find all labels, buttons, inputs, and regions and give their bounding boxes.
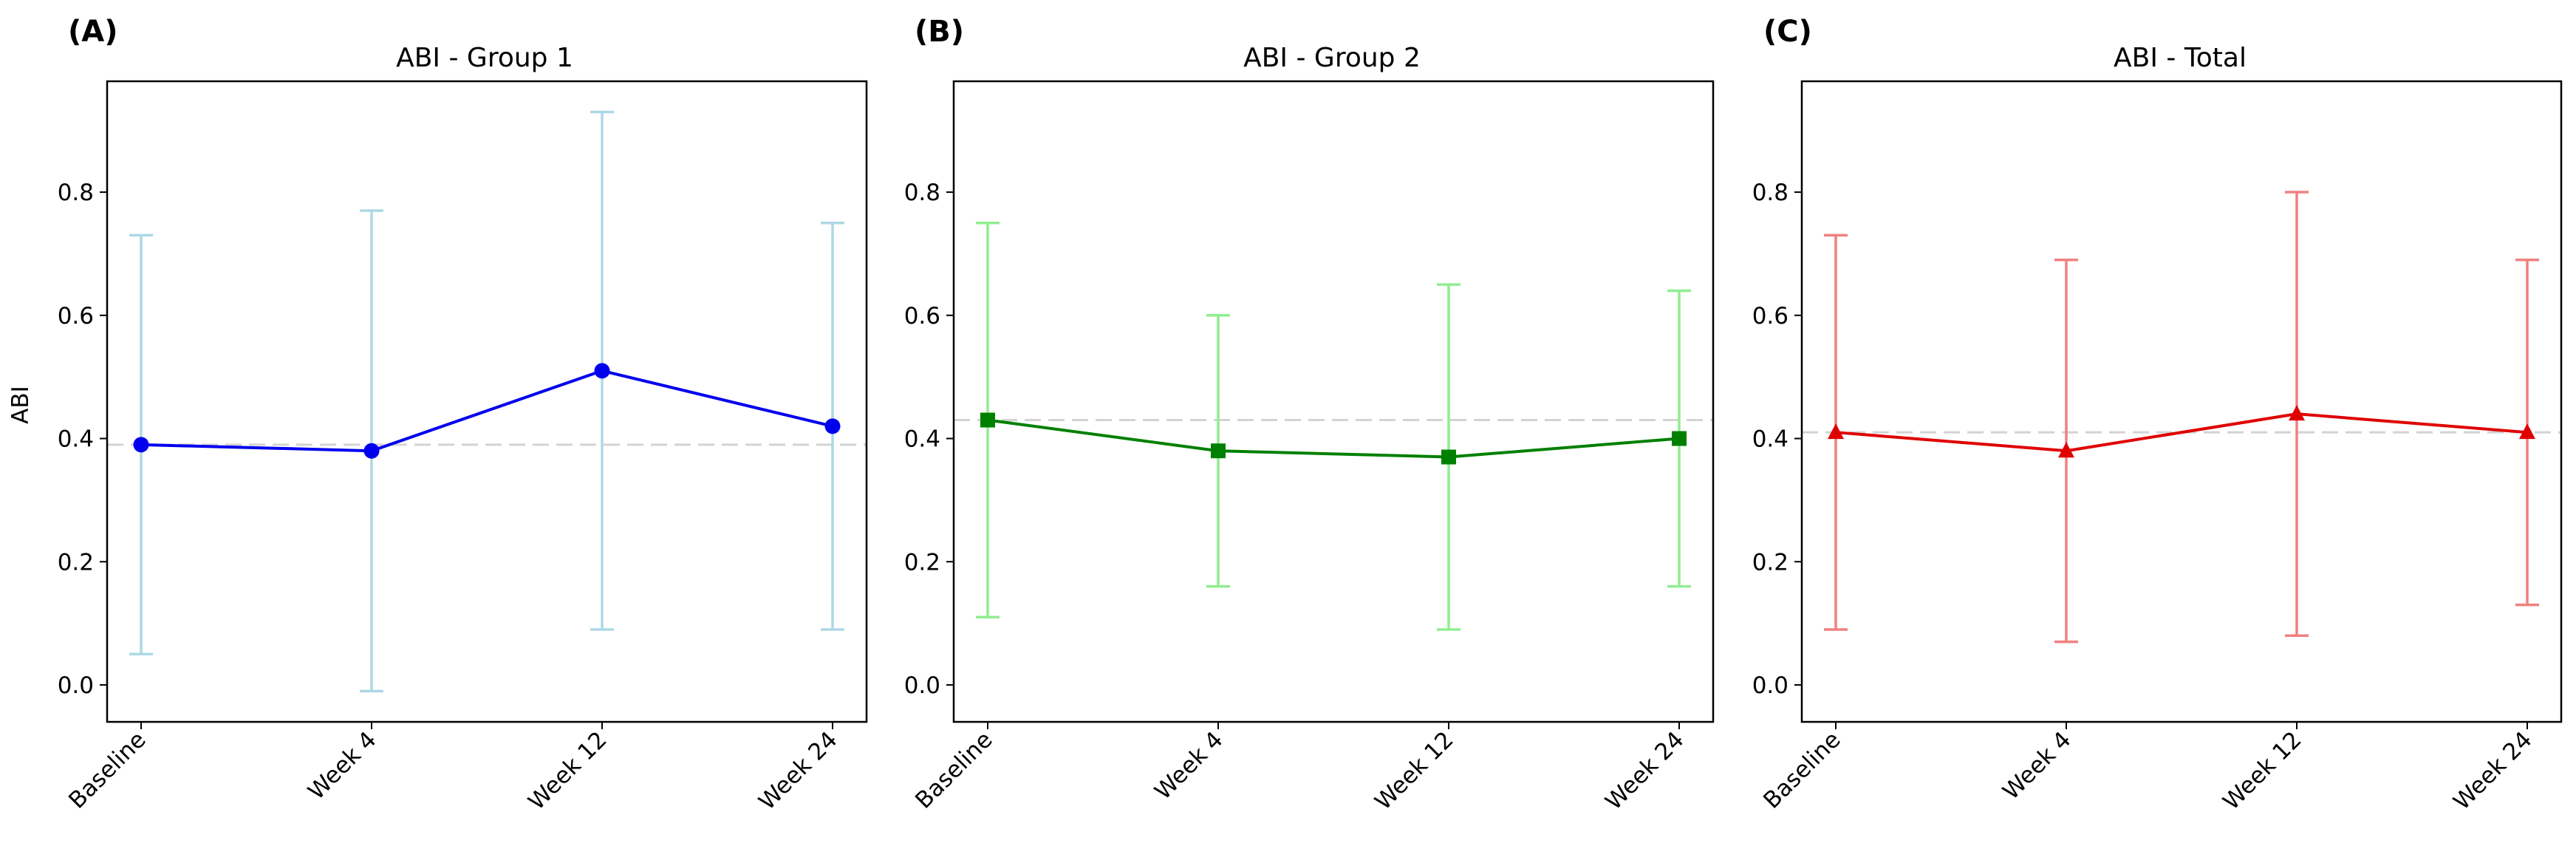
x-tick-label: Week 24 [1600, 726, 1689, 815]
panel-c-frame [1800, 80, 2563, 723]
panel-a-plot: 0.0 0.2 0.4 0.6 0.8 Baseline Week 4 Week 12 Week… [58, 110, 867, 816]
x-tick-label: Baseline [910, 726, 997, 813]
y-tick-label: 0.0 [1752, 672, 1788, 699]
x-tick-label: Baseline [64, 726, 151, 813]
panel-b-frame [952, 80, 1715, 723]
data-point [1828, 423, 1844, 440]
panel-a-frame [106, 80, 868, 723]
x-tick-label: Baseline [1758, 726, 1845, 813]
data-point [2058, 442, 2074, 458]
y-tick-label: 0.8 [58, 180, 94, 206]
panel-c: (C) ABI - Total 0.0 0.2 0.4 0.6 0.8 Baseline W… [1752, 15, 2563, 816]
x-tick-label: Week 4 [303, 726, 381, 805]
panel-c-title: ABI - Total [2114, 43, 2247, 73]
panel-b-letter: (B) [915, 15, 964, 49]
y-tick-label: 0.6 [904, 303, 940, 330]
x-tick-label: Week 24 [754, 726, 842, 815]
data-point [594, 363, 610, 379]
x-tick-label: Week 12 [1370, 726, 1458, 815]
panel-c-plot: 0.0 0.2 0.4 0.6 0.8 Baseline Week 4 Week 12 Week… [1752, 180, 2561, 816]
y-tick-label: 0.0 [904, 672, 940, 699]
panel-c-letter: (C) [1763, 15, 1812, 49]
y-tick-label: 0.4 [58, 426, 94, 453]
data-point [1211, 443, 1226, 459]
x-tick-label: Week 24 [2448, 726, 2537, 815]
series-line [1835, 412, 2528, 453]
y-tick-label: 0.2 [1752, 549, 1788, 576]
x-tick-label: Week 4 [1149, 726, 1228, 805]
y-tick-label: 0.4 [1752, 426, 1788, 453]
data-point [824, 418, 841, 434]
data-point [1441, 449, 1456, 465]
y-tick-label: 0.6 [58, 303, 94, 330]
data-point [2519, 423, 2535, 440]
data-point [1672, 431, 1687, 446]
panel-a-letter: (A) [68, 15, 118, 49]
panel-a-title: ABI - Group 1 [396, 43, 573, 73]
data-point [2289, 405, 2305, 421]
panel-b-plot: 0.0 0.2 0.4 0.6 0.8 Baseline Week 4 Week 12 Week… [904, 180, 1713, 816]
data-point [363, 443, 380, 459]
y-tick-label: 0.8 [904, 180, 940, 206]
panel-b-title: ABI - Group 2 [1243, 43, 1421, 73]
y-tick-label: 0.4 [904, 426, 940, 453]
series-line [140, 369, 833, 453]
data-point [133, 437, 149, 453]
y-tick-label: 0.0 [58, 672, 94, 699]
y-tick-label: 0.2 [904, 549, 940, 576]
panel-b: (B) ABI - Group 2 0.0 0.2 0.4 0.6 0.8 Baselin… [904, 15, 1715, 816]
y-axis-label: ABI [7, 386, 34, 424]
data-point [980, 412, 995, 428]
y-tick-label: 0.8 [1752, 180, 1788, 206]
x-tick-label: Week 12 [2218, 726, 2306, 815]
y-tick-label: 0.6 [1752, 303, 1788, 330]
y-tick-label: 0.2 [58, 549, 94, 576]
panel-a: (A) ABI - Group 1 0.0 0.2 0.4 0.6 0.8 Baselin… [58, 15, 868, 816]
x-tick-label: Week 4 [1998, 726, 2076, 805]
series-line [987, 418, 1680, 459]
x-tick-label: Week 12 [523, 726, 612, 815]
